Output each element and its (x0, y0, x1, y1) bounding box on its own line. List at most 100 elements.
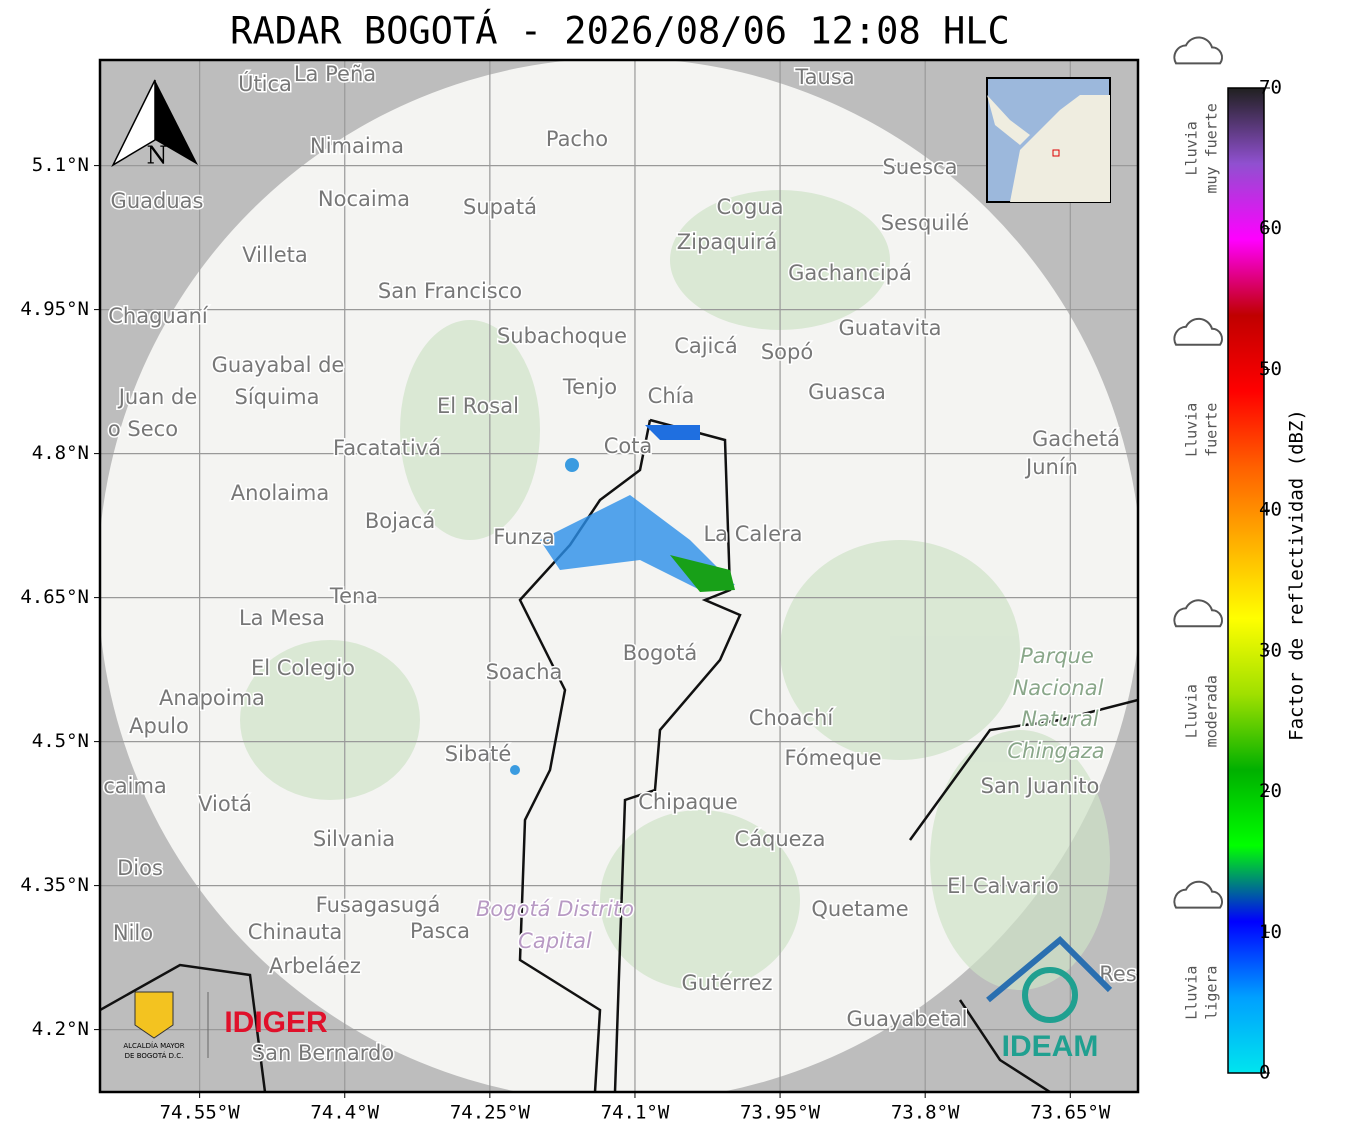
x-tick-label: 74.1°W (601, 1102, 670, 1124)
colorbar-tick-label: 40 (1259, 499, 1282, 521)
y-tick-label: 4.5°N (32, 730, 89, 752)
place-label: o Seco (108, 417, 178, 441)
colorbar-tick-label: 0 (1259, 1062, 1270, 1084)
colorbar (1227, 87, 1265, 1074)
place-label: Cogua (716, 195, 783, 219)
place-label: Silvania (313, 827, 395, 851)
x-tick-label: 73.95°W (740, 1102, 821, 1124)
place-label: Bogotá Distrito (476, 897, 634, 921)
y-tick-label: 4.2°N (32, 1018, 89, 1040)
place-label: Capital (518, 929, 592, 953)
place-label: Cajicá (674, 334, 738, 358)
place-label: Apulo (129, 714, 189, 738)
place-label: El Rosal (437, 394, 519, 418)
place-label: Gutérrez (681, 971, 772, 995)
y-tick-label: 4.95°N (20, 298, 89, 320)
place-label: Natural (1021, 707, 1099, 731)
place-label: Villeta (242, 243, 307, 267)
place-label: Choachí (749, 706, 835, 730)
place-label: Útica (238, 71, 292, 96)
place-label: Guaduas (111, 189, 204, 213)
place-label: Junín (1024, 455, 1078, 479)
place-label: Pasca (410, 919, 470, 943)
place-label: Tausa (794, 65, 854, 89)
boundaries (100, 418, 1138, 1092)
inset-map (986, 77, 1111, 203)
x-tick-label: 74.25°W (450, 1102, 531, 1124)
y-tick-label: 5.1°N (32, 154, 89, 176)
colorbar-tick-label: 50 (1259, 358, 1282, 380)
rain-level-label: moderada (1203, 675, 1221, 747)
north-label: N (147, 142, 168, 170)
place-label: Chaguaní (108, 304, 209, 328)
place-label: Sibaté (445, 742, 512, 766)
idiger-logo: IDIGER (224, 1006, 328, 1039)
colorbar-label: Factor de reflectividad (dBZ) (1286, 409, 1308, 741)
place-label: Cáqueza (735, 827, 826, 851)
place-label: Guasca (808, 380, 886, 404)
rain-level-label: Lluvia (1183, 403, 1201, 457)
place-label: Quetame (811, 897, 908, 921)
place-label: Anapoima (159, 686, 265, 710)
place-label: Juan de (117, 385, 198, 409)
place-label: San Juanito (981, 774, 1100, 798)
place-label: Guayabetal (847, 1007, 968, 1031)
y-tick-label: 4.65°N (20, 586, 89, 608)
place-label: Bogotá (623, 641, 698, 665)
rain-level-label: muy fuerte (1203, 103, 1221, 193)
rain-icon (1173, 880, 1223, 909)
x-tick-label: 73.65°W (1030, 1102, 1111, 1124)
place-label: Gachancipá (788, 261, 912, 285)
place-label: Chía (648, 384, 695, 408)
colorbar-tick-label: 70 (1259, 77, 1282, 99)
place-label: Supatá (463, 195, 537, 219)
place-label: Nimaima (310, 134, 404, 158)
map-frame (98, 58, 1140, 1094)
place-label: Chingaza (1007, 739, 1104, 763)
alcaldia-logo: ALCALDÍA MAYOR DE BOGOTÁ D.C. (123, 991, 209, 1060)
rain-level-label: Lluvia (1183, 684, 1201, 738)
place-label: Bojacá (365, 509, 435, 533)
alcaldia-text: DE BOGOTÁ D.C. (125, 1051, 184, 1060)
place-labels: Útica La Peña Tausa Pacho Nimaima Suesca Guadu… (102, 61, 1138, 1067)
place-label: Facatativá (333, 436, 441, 460)
place-label: Gachetá (1032, 427, 1120, 451)
rain-level: Lluvia ligera (1173, 880, 1223, 1020)
place-label: caima (103, 774, 167, 798)
place-label: Zipaquirá (677, 230, 777, 254)
place-label: Tenjo (562, 375, 617, 399)
place-label: Cota (604, 434, 653, 458)
radar-range (100, 60, 1138, 1092)
rain-level: Lluvia muy fuerte (1173, 36, 1223, 194)
place-label: Chinauta (248, 920, 342, 944)
rain-icon (1173, 599, 1223, 628)
place-label: Chipaque (638, 790, 738, 814)
place-label: Dios (117, 856, 163, 880)
radar-echoes (510, 425, 735, 775)
place-label: Soacha (486, 660, 563, 684)
place-label: La Mesa (239, 606, 325, 630)
rain-level: Lluvia moderada (1173, 599, 1223, 747)
rain-level: Lluvia fuerte (1173, 317, 1223, 457)
x-tick-label: 74.55°W (160, 1102, 241, 1124)
place-label: Fusagasugá (316, 893, 441, 917)
place-label: Sesquilé (881, 211, 969, 235)
place-label: La Peña (294, 62, 376, 86)
place-label: San Bernardo (252, 1041, 394, 1065)
place-label: Suesca (883, 155, 958, 179)
place-label: San Francisco (378, 279, 522, 303)
place-label: Parque (1020, 644, 1094, 668)
ideam-logo: IDEAM (986, 935, 1113, 1063)
place-label: El Calvario (947, 874, 1059, 898)
map-area: Útica La Peña Tausa Pacho Nimaima Suesca Guadu… (100, 60, 1138, 1092)
colorbar-tick-label: 60 (1259, 217, 1282, 239)
place-label: La Calera (703, 522, 802, 546)
x-tick-label: 74.4°W (310, 1102, 379, 1124)
place-label: Nocaima (318, 187, 410, 211)
place-label: Tena (329, 584, 378, 608)
alcaldia-text: ALCALDÍA MAYOR (123, 1041, 184, 1050)
place-label: Viotá (198, 792, 252, 816)
place-label: Síquima (235, 385, 320, 409)
colorbar-tick-label: 20 (1259, 780, 1282, 802)
